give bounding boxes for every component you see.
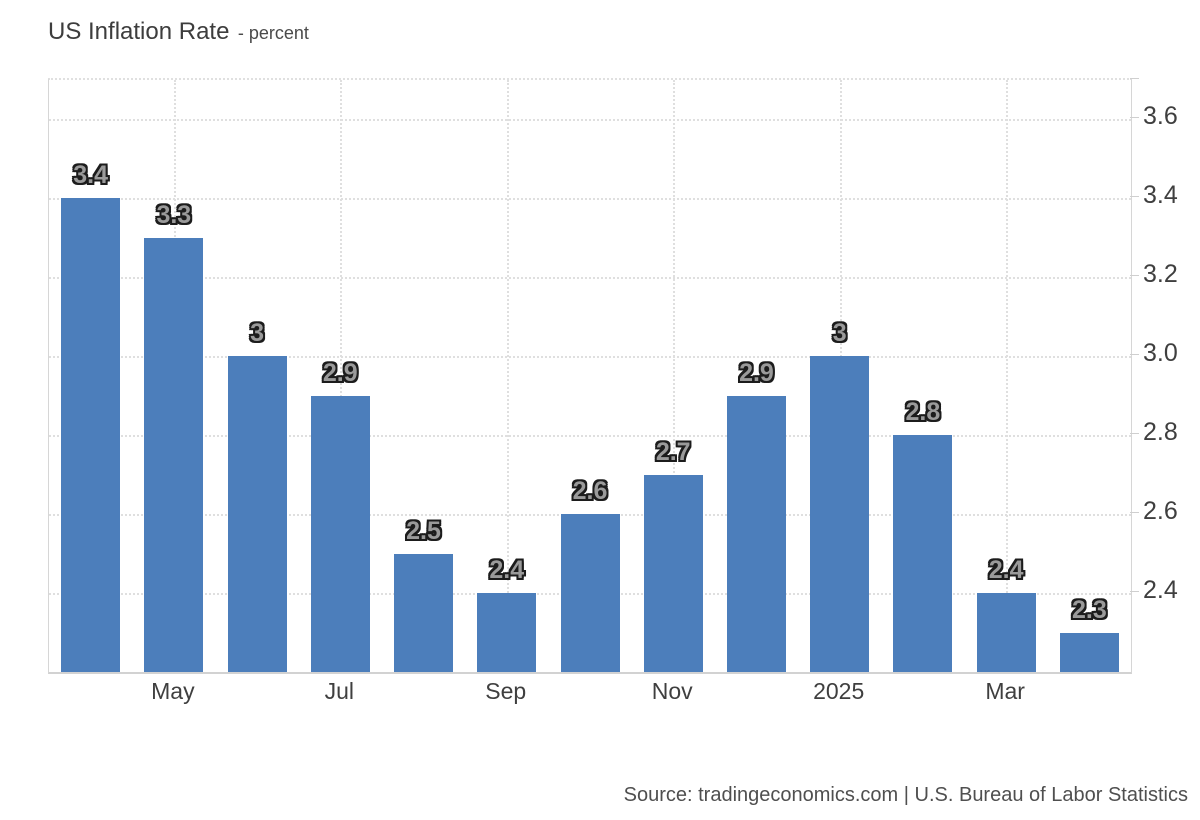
v-gridline xyxy=(340,80,343,672)
bar-value-label: 2.8 xyxy=(905,398,941,427)
y-axis-tick-mark xyxy=(1130,275,1139,277)
plot-area: 3.4 3.3 3 2.9 2.5 2.4 2.6 2.7 2.9 3 2.8 2.4 2.3 xyxy=(48,78,1132,674)
x-axis-tick-label: Nov xyxy=(651,678,693,704)
bar[interactable] xyxy=(310,395,370,672)
y-axis-tick-mark xyxy=(1130,117,1139,119)
y-axis-tick-mark xyxy=(1130,78,1139,79)
y-axis-tick-label: 3.6 xyxy=(1143,102,1178,131)
bar-value-label: 2.4 xyxy=(489,556,525,585)
y-axis-tick-mark xyxy=(1130,354,1139,356)
bar[interactable] xyxy=(810,356,870,672)
bar[interactable] xyxy=(394,553,454,672)
bar[interactable] xyxy=(726,395,786,672)
h-gridline xyxy=(49,356,1131,359)
source-attribution-link[interactable]: Source: tradingeconomics.com | U.S. Bure… xyxy=(623,784,1188,806)
bar[interactable] xyxy=(560,514,620,672)
bar[interactable] xyxy=(1059,632,1119,672)
chart-title-text: US Inflation Rate xyxy=(48,18,230,45)
x-axis-tick-label: May xyxy=(151,678,195,704)
bar[interactable] xyxy=(477,593,537,672)
h-gridline xyxy=(49,119,1131,122)
bar[interactable] xyxy=(61,198,121,672)
chart-subtitle-text: - percent xyxy=(237,23,309,43)
bar[interactable] xyxy=(893,435,953,672)
bar-value-label: 2.9 xyxy=(739,358,774,387)
bar-value-label: 2.5 xyxy=(406,516,441,545)
bar[interactable] xyxy=(976,593,1036,672)
bar-value-label: 3 xyxy=(250,319,265,348)
x-axis-tick-label: Jul xyxy=(324,678,354,704)
v-gridline xyxy=(506,80,509,672)
bar-value-label: 2.4 xyxy=(988,556,1024,585)
x-axis-tick-label: Sep xyxy=(485,678,527,704)
y-axis-tick-label: 3.0 xyxy=(1143,339,1178,368)
bar-value-label: 3.4 xyxy=(73,161,108,190)
bar-value-label: 2.9 xyxy=(322,358,358,387)
h-gridline xyxy=(49,277,1131,280)
x-axis-tick-label: Mar xyxy=(985,678,1025,704)
chart-title: US Inflation Rate - percent xyxy=(48,18,309,46)
bar-value-label: 3.3 xyxy=(156,200,192,229)
bar-value-label: 2.7 xyxy=(655,437,691,466)
bar-value-label: 2.3 xyxy=(1071,595,1107,624)
y-axis-tick-label: 3.4 xyxy=(1143,181,1178,210)
y-axis-tick-mark xyxy=(1130,512,1139,514)
y-axis-tick-mark xyxy=(1130,196,1139,198)
y-axis-tick-label: 2.8 xyxy=(1143,418,1178,447)
y-axis-tick-mark xyxy=(1130,591,1139,593)
bar-value-label: 2.6 xyxy=(572,477,608,506)
y-axis-tick-mark xyxy=(1130,433,1139,435)
x-axis-tick-label: 2025 xyxy=(813,678,865,704)
h-gridline xyxy=(49,198,1131,201)
bar-value-label: 3 xyxy=(832,319,847,348)
v-gridline xyxy=(673,80,676,672)
bar[interactable] xyxy=(643,474,703,672)
y-axis-tick-label: 2.4 xyxy=(1143,575,1178,604)
bar[interactable] xyxy=(227,356,287,672)
v-gridline xyxy=(1006,80,1009,672)
bar[interactable] xyxy=(144,237,204,672)
y-axis-tick-label: 3.2 xyxy=(1143,260,1178,289)
y-axis-tick-label: 2.6 xyxy=(1143,497,1178,526)
h-gridline xyxy=(49,435,1131,438)
